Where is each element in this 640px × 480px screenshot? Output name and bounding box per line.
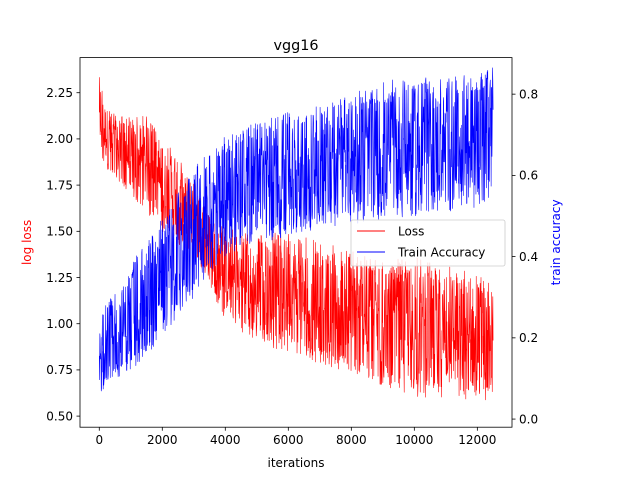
y-left-tick-label: 1.00 bbox=[46, 317, 73, 331]
y-right-tick-label: 0.4 bbox=[519, 250, 538, 264]
legend: Loss Train Accuracy bbox=[350, 219, 506, 267]
chart-title: vgg16 bbox=[273, 38, 318, 54]
x-tick-label: 12000 bbox=[458, 433, 496, 447]
series-line-loss bbox=[98, 77, 494, 401]
y-left-tick-label: 1.75 bbox=[46, 178, 73, 192]
y-right-tick-label: 0.0 bbox=[519, 412, 538, 426]
series-layer bbox=[98, 67, 494, 401]
y-right-tick-label: 0.2 bbox=[519, 331, 538, 345]
axes-frame bbox=[79, 57, 513, 428]
x-tick-label: 4000 bbox=[210, 433, 241, 447]
legend-label-loss: Loss bbox=[398, 225, 424, 239]
x-tick-label: 6000 bbox=[273, 433, 304, 447]
y-left-tick-label: 1.50 bbox=[46, 225, 73, 239]
y-right-axis-label: train accuracy bbox=[549, 199, 563, 285]
y-left-tick-label: 2.00 bbox=[46, 132, 73, 146]
y-left-tick-label: 0.75 bbox=[46, 363, 73, 377]
x-tick-label: 2000 bbox=[147, 433, 178, 447]
y-left-axis-label: log loss bbox=[20, 220, 34, 265]
x-axis-label: iterations bbox=[268, 456, 325, 470]
y-left-tick-label: 1.25 bbox=[46, 271, 73, 285]
y-left-tick-label: 0.50 bbox=[46, 409, 73, 423]
x-tick-label: 8000 bbox=[336, 433, 367, 447]
legend-label-train-accuracy: Train Accuracy bbox=[397, 246, 485, 260]
y-right-tick-label: 0.6 bbox=[519, 169, 538, 183]
legend-box bbox=[350, 219, 506, 267]
series-line-train-accuracy bbox=[98, 67, 494, 392]
x-tick-label: 0 bbox=[95, 433, 103, 447]
x-tick-label: 10000 bbox=[395, 433, 433, 447]
ticks-layer: 0 2000 4000 6000 8000 10000 12000 0.50 0.75 1.00 1… bbox=[46, 86, 538, 447]
y-right-tick-label: 0.8 bbox=[519, 87, 538, 101]
y-left-tick-label: 2.25 bbox=[46, 86, 73, 100]
